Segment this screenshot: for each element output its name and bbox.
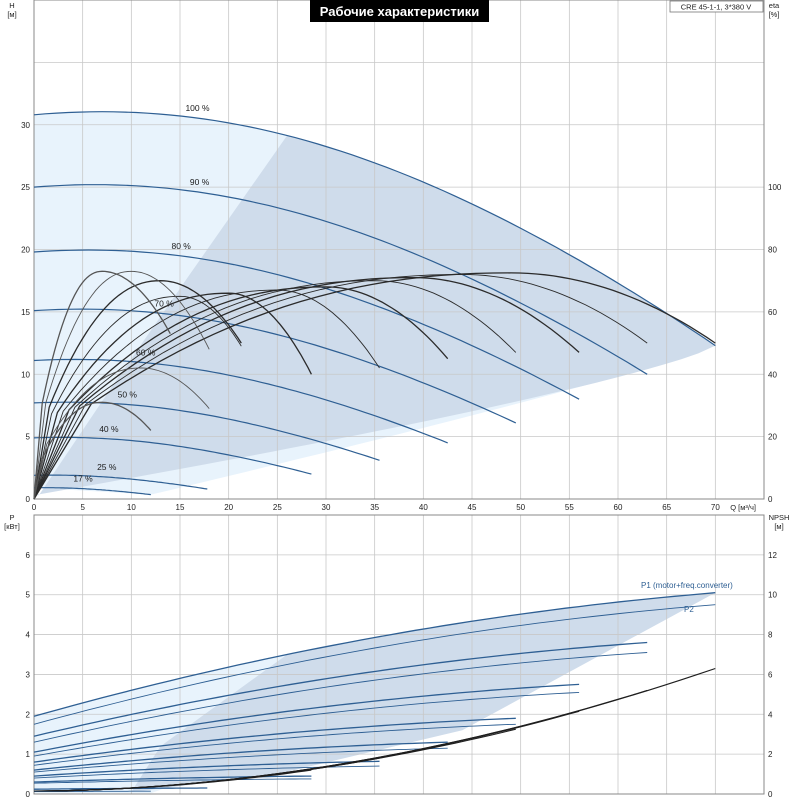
y-tick-label-head: 20 (21, 246, 30, 255)
y-tick-label-npsh: 12 (768, 551, 777, 560)
y-tick-label-npsh: 8 (768, 631, 773, 640)
y-tick-label-npsh: 6 (768, 670, 773, 679)
speed-label: 80 % (171, 241, 191, 251)
y-tick-label-eta: 20 (768, 433, 777, 442)
y-tick-label-head: 15 (21, 308, 30, 317)
x-tick-label: 45 (468, 503, 477, 512)
x-tick-label: 30 (322, 503, 331, 512)
x-tick-label: 5 (80, 503, 85, 512)
x-tick-label: 20 (224, 503, 233, 512)
x-tick-label: 70 (711, 503, 720, 512)
x-axis-label: Q [м³/ч] (730, 503, 756, 512)
y-left-label: P (9, 513, 14, 522)
y-right-unit: [м] (774, 522, 783, 531)
y-tick-label-head: 25 (21, 183, 30, 192)
y-tick-label-head: 30 (21, 121, 30, 130)
x-tick-label: 40 (419, 503, 428, 512)
speed-label: 17 % (73, 474, 93, 484)
speed-label: 90 % (190, 177, 210, 187)
model-label: CRE 45-1-1, 3*380 V (681, 3, 751, 12)
speed-label: 25 % (97, 462, 117, 472)
y-tick-label-eta: 0 (768, 495, 773, 504)
y-tick-label-npsh: 10 (768, 591, 777, 600)
y-left-label: H (9, 1, 14, 10)
y-tick-label-eta: 60 (768, 308, 777, 317)
chart-title: Рабочие характеристики (320, 4, 480, 19)
p1-series-label: P1 (motor+freq.converter) (641, 581, 733, 590)
y-tick-label-eta: 40 (768, 370, 777, 379)
y-tick-label-head: 10 (21, 370, 30, 379)
y-right-label: NPSH (769, 513, 790, 522)
x-tick-label: 15 (176, 503, 185, 512)
x-tick-label: 0 (32, 503, 37, 512)
p2-series-label: P2 (684, 605, 694, 614)
x-tick-label: 65 (662, 503, 671, 512)
y-right-unit: [%] (769, 10, 780, 19)
x-tick-label: 55 (565, 503, 574, 512)
y-tick-label-power: 4 (26, 631, 31, 640)
y-tick-label-eta: 80 (768, 246, 777, 255)
x-tick-label: 60 (614, 503, 623, 512)
speed-label: 100 % (185, 103, 210, 113)
speed-label: 50 % (118, 389, 138, 399)
y-tick-label-head: 0 (26, 495, 31, 504)
y-left-unit: [кВт] (4, 522, 20, 531)
y-tick-label-npsh: 2 (768, 750, 773, 759)
y-tick-label-power: 5 (26, 591, 31, 600)
y-tick-label-head: 5 (26, 433, 31, 442)
y-tick-label-power: 6 (26, 551, 31, 560)
y-left-unit: [м] (7, 10, 16, 19)
x-tick-label: 25 (273, 503, 282, 512)
y-tick-label-power: 1 (26, 750, 31, 759)
y-tick-label-power: 2 (26, 710, 31, 719)
x-tick-label: 35 (370, 503, 379, 512)
speed-label: 40 % (99, 424, 119, 434)
chart-title-box: Рабочие характеристики (310, 0, 489, 22)
x-tick-label: 50 (516, 503, 525, 512)
y-tick-label-eta: 100 (768, 183, 782, 192)
y-tick-label-power: 3 (26, 670, 31, 679)
x-tick-label: 10 (127, 503, 136, 512)
y-tick-label-power: 0 (26, 790, 31, 799)
y-tick-label-npsh: 4 (768, 710, 773, 719)
y-right-label: eta (769, 1, 780, 10)
y-tick-label-npsh: 0 (768, 790, 773, 799)
